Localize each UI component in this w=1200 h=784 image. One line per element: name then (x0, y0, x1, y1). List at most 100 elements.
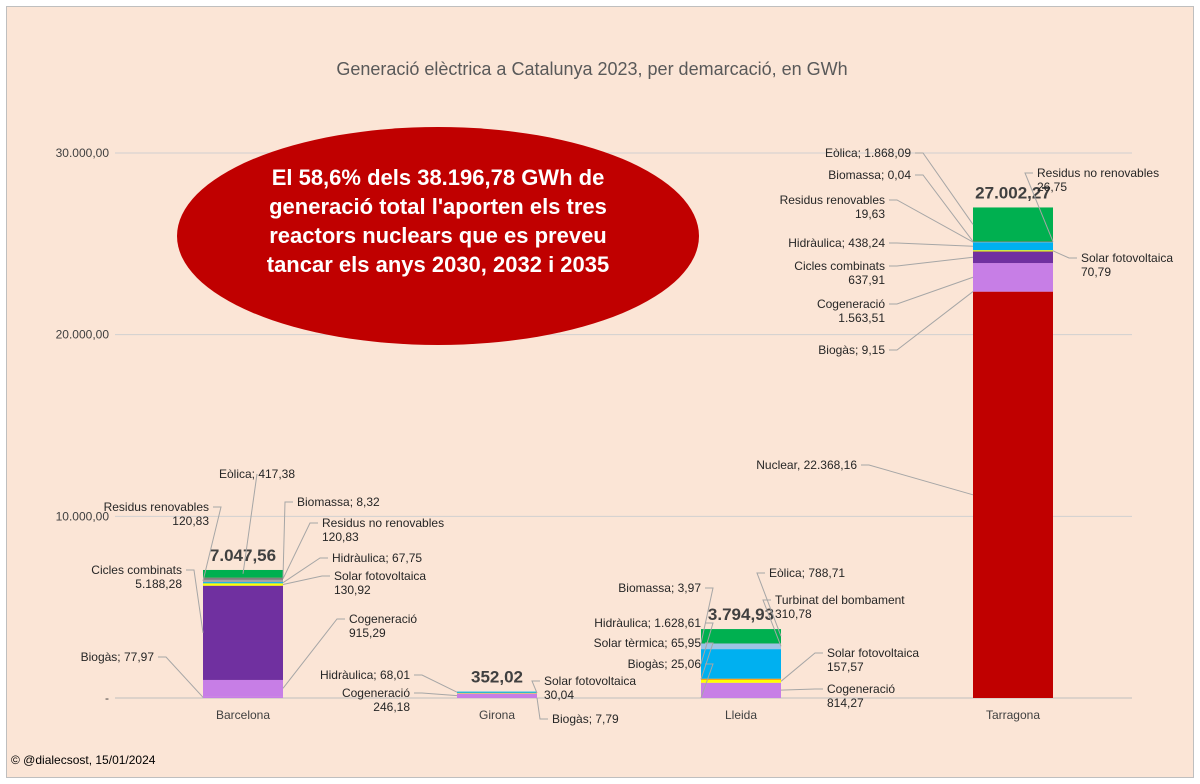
credit-text: © @dialecsost, 15/01/2024 (11, 753, 156, 767)
nuclear-callout: El 58,6% dels 38.196,78 GWh de generació… (175, 125, 701, 347)
bar-segment-barcelona-cogeneracio (203, 679, 283, 697)
data-label-girona-biogas: Biogàs; 7,79 (552, 712, 619, 726)
x-category-label: Barcelona (216, 708, 270, 722)
data-label-tarragona-solar-fotovoltaica: Solar fotovoltaica 70,79 (1081, 251, 1173, 279)
leader-line (915, 152, 974, 225)
bar-segment-girona-hidraulica (457, 691, 537, 693)
bar-total-label: 7.047,56 (210, 546, 276, 565)
leader-line (158, 656, 204, 698)
leader-line (282, 557, 328, 584)
x-category-label: Tarragona (986, 708, 1040, 722)
data-label-barcelona-cogeneracio: Cogeneració 915,29 (349, 612, 417, 640)
leader-line (700, 622, 714, 665)
bar-segment-tarragona-nuclear (973, 291, 1053, 698)
leader-line (700, 642, 714, 680)
data-label-girona-hidraulica: Hidràulica; 68,01 (320, 668, 410, 682)
leader-line (531, 680, 540, 694)
bar-segment-lleida-cogeneracio (701, 682, 781, 698)
data-label-girona-cogeneracio: Cogeneració 246,18 (342, 686, 410, 714)
data-label-barcelona-residus-no-renovables: Residus no renovables 120,83 (322, 516, 444, 544)
bar-total-label: 352,02 (471, 668, 523, 687)
leader-line (282, 501, 293, 578)
bar-segment-lleida-solar-fotovoltaica (701, 679, 781, 683)
data-label-lleida-solar-fotovoltaica: Solar fotovoltaica 157,57 (827, 646, 919, 674)
data-label-tarragona-cogeneracio: Cogeneració 1.563,51 (817, 297, 885, 325)
data-label-tarragona-residus-renovables: Residus renovables 19,63 (780, 193, 886, 221)
data-label-tarragona-hidraulica: Hidràulica; 438,24 (788, 236, 885, 250)
bar-segment-lleida-hidraulica (701, 649, 781, 679)
leader-line (242, 473, 258, 574)
leader-line (889, 276, 974, 305)
leader-line (1052, 250, 1077, 259)
data-label-lleida-biogas: Biogàs; 25,06 (628, 657, 702, 671)
y-tick-label: 30.000,00 (56, 146, 110, 160)
data-label-barcelona-hidraulica: Hidràulica; 67,75 (332, 551, 422, 565)
leader-line (762, 599, 782, 647)
leader-line (536, 697, 548, 720)
chart-title: Generació elèctrica a Catalunya 2023, pe… (336, 59, 847, 79)
bar-segment-barcelona-biogas (203, 696, 283, 698)
leader-line (889, 256, 974, 267)
data-label-lleida-turbinat-del-bombament: Turbinat del bombament 310,78 (775, 593, 905, 621)
y-tick-label: - (105, 691, 109, 705)
leader-line (861, 464, 974, 496)
bar-segment-barcelona-residus-renovables (203, 579, 283, 583)
leader-line (282, 618, 345, 689)
data-label-tarragona-biomassa: Biomassa; 0,04 (828, 168, 911, 182)
data-label-barcelona-residus-renovables: Residus renovables 120,83 (104, 500, 210, 528)
leader-line (756, 572, 782, 637)
data-label-tarragona-nuclear: Nuclear, 22.368,16 (756, 458, 857, 472)
bar-segment-barcelona-cicles-combinats (203, 585, 283, 680)
bar-segment-barcelona-solar-fotovoltaica (203, 583, 283, 586)
data-label-barcelona-solar-fotovoltaica: Solar fotovoltaica 130,92 (334, 569, 426, 597)
bar-segment-tarragona-cogeneracio (973, 263, 1053, 292)
chart-frame: Generació elèctrica a Catalunya 2023, pe… (6, 6, 1194, 778)
leader-line (915, 174, 974, 242)
x-category-label: Girona (479, 708, 515, 722)
leader-line (282, 575, 330, 586)
leader-line (889, 242, 974, 247)
leader-line (202, 506, 222, 582)
leader-line (889, 199, 974, 243)
bar-segment-lleida-solar-termica (701, 678, 781, 680)
data-label-barcelona-eolica: Eòlica; 417,38 (219, 467, 295, 481)
bar-segment-girona-solar-fotovoltaica (457, 692, 537, 694)
data-label-barcelona-biomassa: Biomassa; 8,32 (297, 495, 380, 509)
x-category-label: Lleida (725, 708, 757, 722)
leader-line (414, 674, 458, 693)
bar-segment-barcelona-hidraulica (203, 582, 283, 584)
leader-line (186, 569, 204, 633)
bar-total-label: 27.002,27 (975, 183, 1051, 202)
data-label-tarragona-residus-no-renovables: Residus no renovables 26,75 (1037, 166, 1159, 194)
data-label-tarragona-biogas: Biogàs; 9,15 (818, 343, 885, 357)
bar-segment-barcelona-residus-no-renovables (203, 577, 283, 580)
leader-line (889, 291, 974, 351)
leader-line (700, 663, 714, 698)
leader-line (1024, 172, 1054, 242)
callout-ellipse (177, 127, 699, 345)
leader-line (282, 522, 318, 580)
leader-line (780, 688, 823, 691)
bar-segment-tarragona-solar-fotovoltaica (973, 250, 1053, 252)
data-label-tarragona-cicles-combinats: Cicles combinats 637,91 (794, 259, 885, 287)
bar-segment-tarragona-eolica (973, 207, 1053, 242)
data-label-lleida-cogeneracio: Cogeneració 814,27 (827, 682, 895, 710)
bar-segment-tarragona-cicles-combinats (973, 251, 1053, 264)
data-label-lleida-biomassa: Biomassa; 3,97 (618, 581, 701, 595)
stacked-bar-chart: Generació elèctrica a Catalunya 2023, pe… (56, 59, 1174, 726)
leader-line (780, 652, 823, 682)
bar-total-label: 3.794,93 (708, 605, 774, 624)
callout-text: El 58,6% dels 38.196,78 GWh de generació… (266, 165, 610, 277)
bar-segment-lleida-turbinat-del-bombament (701, 643, 781, 650)
y-tick-label: 10.000,00 (56, 509, 110, 523)
y-tick-label: 20.000,00 (56, 328, 110, 342)
bar-segment-girona-cogeneracio (457, 693, 537, 698)
data-label-barcelona-cicles-combinats: Cicles combinats 5.188,28 (91, 563, 182, 591)
data-label-girona-solar-fotovoltaica: Solar fotovoltaica 30,04 (544, 674, 636, 702)
data-label-tarragona-eolica: Eòlica; 1.868,09 (825, 146, 911, 160)
bar-segment-tarragona-hidraulica (973, 242, 1053, 251)
data-label-lleida-solar-termica: Solar tèrmica; 65,95 (594, 636, 702, 650)
data-label-barcelona-biogas: Biogàs; 77,97 (81, 650, 155, 664)
leader-line (414, 692, 458, 697)
leader-line (700, 587, 714, 644)
